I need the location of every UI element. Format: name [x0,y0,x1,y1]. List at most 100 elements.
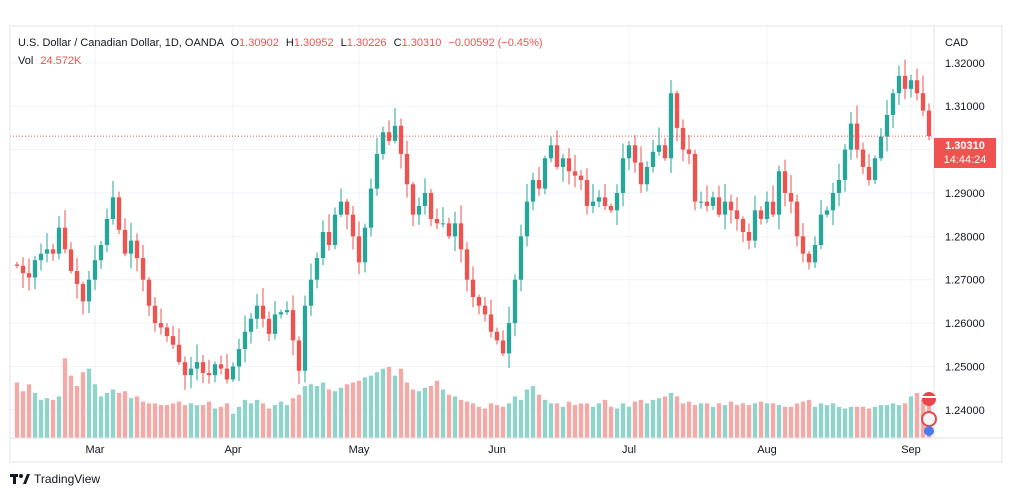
candle-body[interactable] [722,201,728,215]
candle-body[interactable] [326,232,332,246]
candle-body[interactable] [80,284,86,302]
candle-body[interactable] [140,258,146,280]
candle-body[interactable] [446,223,452,237]
candle-body[interactable] [176,344,182,363]
candle-body[interactable] [308,279,314,306]
candle-body[interactable] [758,210,764,219]
candle-body[interactable] [902,75,908,89]
candle-body[interactable] [680,127,686,150]
candle-body[interactable] [398,125,404,154]
candle-body[interactable] [44,249,50,254]
candle-body[interactable] [86,279,92,302]
candle-body[interactable] [374,153,380,189]
candle-body[interactable] [416,205,422,215]
candle-body[interactable] [428,192,434,219]
candle-body[interactable] [884,114,890,137]
candle-body[interactable] [440,223,446,225]
candle-body[interactable] [734,210,740,219]
candle-body[interactable] [200,362,206,373]
candle-body[interactable] [716,197,722,215]
candle-body[interactable] [452,223,458,237]
candle-body[interactable] [890,93,896,115]
candle-body[interactable] [872,158,878,180]
candle-body[interactable] [566,158,572,172]
candle-body[interactable] [686,149,692,154]
candle-body[interactable] [524,201,530,237]
candle-body[interactable] [206,372,212,376]
candle-body[interactable] [926,110,932,137]
candle-body[interactable] [650,151,656,167]
time-axis[interactable]: Mar Apr May Jun Jul Aug Sep [86,444,921,456]
candle-body[interactable] [278,312,284,315]
candle-body[interactable] [260,305,266,319]
candle-body[interactable] [812,245,818,263]
candle-body[interactable] [182,362,188,376]
candle-body[interactable] [500,340,506,354]
candle-body[interactable] [74,271,80,285]
candle-body[interactable] [434,218,440,224]
candle-body[interactable] [362,227,368,263]
candle-body[interactable] [656,145,662,152]
candle-body[interactable] [338,201,344,215]
candle-body[interactable] [62,227,68,250]
candle-body[interactable] [38,253,44,261]
candle-body[interactable] [692,153,698,202]
candle-body[interactable] [620,158,626,193]
candle-body[interactable] [896,75,902,94]
candle-body[interactable] [404,153,410,185]
candle-body[interactable] [914,80,920,94]
candle-body[interactable] [596,197,602,202]
candle-body[interactable] [542,158,548,189]
candle-body[interactable] [32,260,38,278]
candle-body[interactable] [710,197,716,206]
candle-body[interactable] [584,179,590,206]
candle-body[interactable] [608,205,614,211]
candle-body[interactable] [800,236,806,254]
us-flag-icon[interactable] [922,392,936,406]
candle-body[interactable] [50,249,56,254]
candle-body[interactable] [242,331,248,350]
candle-body[interactable] [266,318,272,334]
candle-body[interactable] [422,192,428,206]
candle-body[interactable] [212,364,218,376]
candle-body[interactable] [284,310,290,313]
candle-body[interactable] [668,93,674,159]
candle-body[interactable] [380,132,386,154]
candle-body[interactable] [464,249,470,280]
candle-body[interactable] [788,192,794,202]
candle-body[interactable] [314,258,320,280]
candle-body[interactable] [110,197,116,219]
candle-body[interactable] [164,327,170,337]
candle-body[interactable] [344,201,350,215]
candle-body[interactable] [506,323,512,354]
flag-icons[interactable] [921,392,937,436]
candle-body[interactable] [806,253,812,263]
candle-body[interactable] [218,364,224,369]
candle-body[interactable] [638,162,644,185]
candlesticks[interactable] [14,59,932,390]
candle-body[interactable] [56,227,62,254]
candle-body[interactable] [230,366,236,380]
candle-body[interactable] [752,210,758,241]
candle-body[interactable] [704,201,710,206]
symbol-title[interactable]: U.S. Dollar / Canadian Dollar, 1D, OANDA [18,37,224,49]
candle-body[interactable] [728,201,734,211]
candle-body[interactable] [824,210,830,215]
candle-body[interactable] [746,232,752,241]
price-axis[interactable]: 1.320001.310001.300001.290001.280001.270… [945,58,985,417]
candle-body[interactable] [356,236,362,263]
volume-label[interactable]: Vol [18,55,34,67]
candle-body[interactable] [170,336,176,345]
candle-body[interactable] [98,245,104,261]
candle-body[interactable] [572,171,578,176]
candle-body[interactable] [674,93,680,128]
candle-body[interactable] [272,314,278,334]
candle-body[interactable] [482,305,488,315]
candle-body[interactable] [194,362,200,369]
candle-body[interactable] [92,260,98,280]
candle-body[interactable] [122,229,128,254]
candle-body[interactable] [614,192,620,211]
candle-body[interactable] [488,314,494,332]
candle-body[interactable] [578,175,584,180]
